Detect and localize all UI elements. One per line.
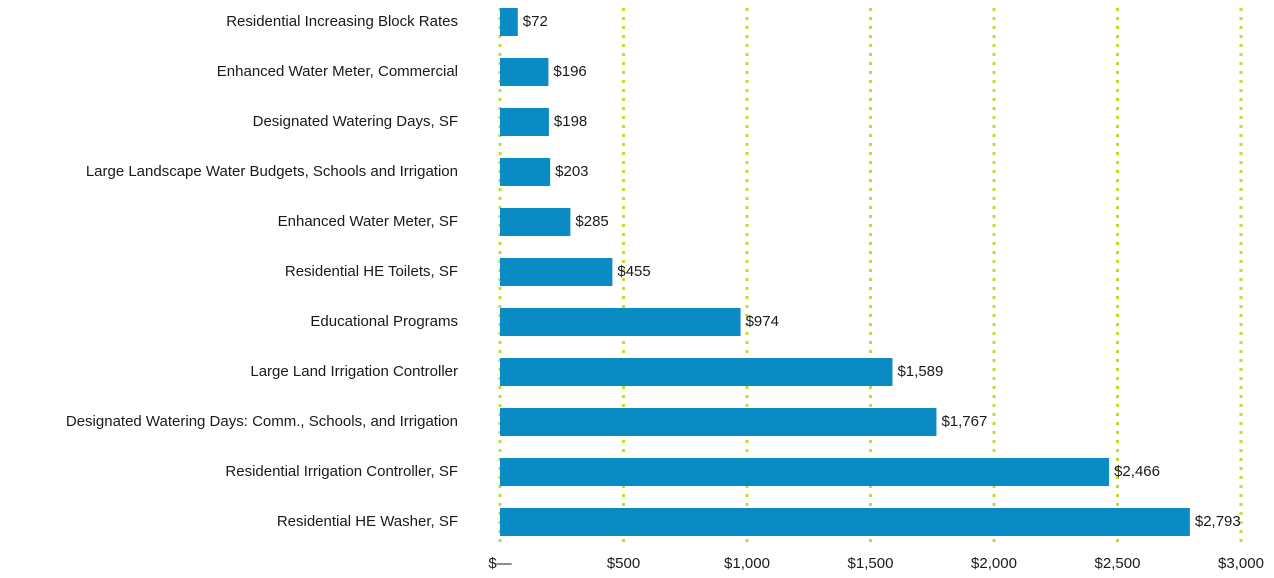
bar [500, 8, 518, 36]
bar [500, 208, 571, 236]
value-label: $198 [554, 113, 587, 130]
value-label: $196 [553, 63, 586, 80]
y-tick-label: Enhanced Water Meter, SF [278, 213, 458, 230]
value-label: $455 [617, 263, 650, 280]
x-tick-label: $500 [607, 555, 640, 572]
value-label: $974 [746, 313, 779, 330]
value-label: $1,767 [941, 413, 987, 430]
value-label: $72 [523, 13, 548, 30]
y-tick-label: Large Land Irrigation Controller [250, 363, 458, 380]
y-tick-label: Designated Watering Days, SF [253, 113, 458, 130]
value-label: $203 [555, 163, 588, 180]
bar [500, 108, 549, 136]
x-tick-label: $— [488, 555, 511, 572]
value-label: $2,793 [1195, 513, 1241, 530]
bar [500, 58, 549, 86]
x-tick-label: $1,000 [724, 555, 770, 572]
y-tick-label: Residential Increasing Block Rates [226, 13, 458, 30]
y-tick-label: Educational Programs [310, 313, 458, 330]
bar [500, 458, 1110, 486]
value-label: $285 [575, 213, 608, 230]
value-label: $2,466 [1114, 463, 1160, 480]
value-label: $1,589 [897, 363, 943, 380]
y-tick-label: Enhanced Water Meter, Commercial [217, 63, 458, 80]
x-tick-label: $1,500 [848, 555, 894, 572]
y-tick-label: Large Landscape Water Budgets, Schools a… [86, 163, 458, 180]
bar [500, 408, 937, 436]
x-tick-label: $3,000 [1218, 555, 1264, 572]
y-tick-label: Designated Watering Days: Comm., Schools… [66, 413, 458, 430]
y-tick-label: Residential Irrigation Controller, SF [225, 463, 458, 480]
y-tick-label: Residential HE Toilets, SF [285, 263, 458, 280]
y-tick-label: Residential HE Washer, SF [277, 513, 458, 530]
bar [500, 258, 613, 286]
bar [500, 358, 893, 386]
bar [500, 308, 741, 336]
bar [500, 158, 551, 186]
bar [500, 508, 1190, 536]
x-tick-label: $2,500 [1095, 555, 1141, 572]
x-tick-label: $2,000 [971, 555, 1017, 572]
